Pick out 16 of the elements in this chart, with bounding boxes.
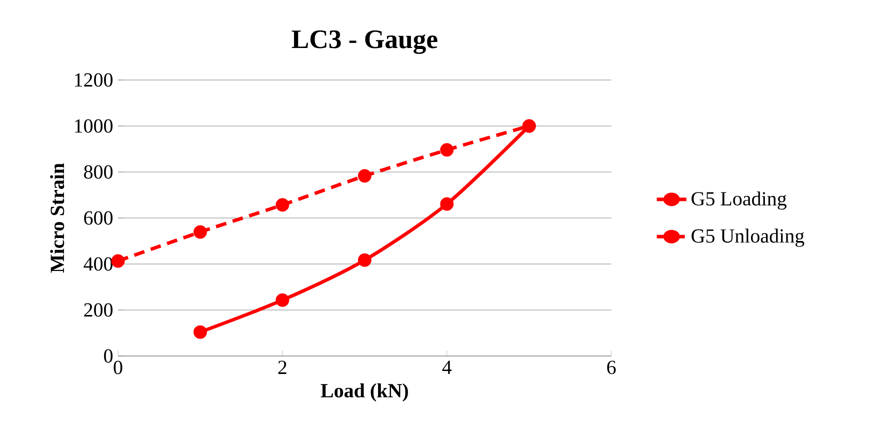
x-tick-label: 0 bbox=[114, 360, 122, 374]
chart-title: LC3 - Gauge bbox=[292, 30, 438, 54]
y-tick-label: 1000 bbox=[75, 119, 113, 133]
y-tick-label: 1200 bbox=[75, 73, 113, 87]
x-tick-label: 2 bbox=[278, 360, 286, 374]
y-axis-title: Micro Strain bbox=[50, 163, 64, 273]
y-tick-label: 200 bbox=[84, 303, 113, 317]
legend-label: G5 Unloading bbox=[692, 228, 804, 247]
y-tick-label: 600 bbox=[84, 211, 113, 225]
x-tick-label: 6 bbox=[607, 360, 616, 374]
y-tick-label: 400 bbox=[84, 257, 113, 271]
x-tick-label: 4 bbox=[442, 360, 452, 374]
y-tick-label: 0 bbox=[104, 349, 113, 363]
x-axis-title: Load (kN) bbox=[320, 383, 408, 402]
y-tick-label: 800 bbox=[84, 165, 113, 179]
legend-label: G5 Loading bbox=[692, 191, 786, 210]
